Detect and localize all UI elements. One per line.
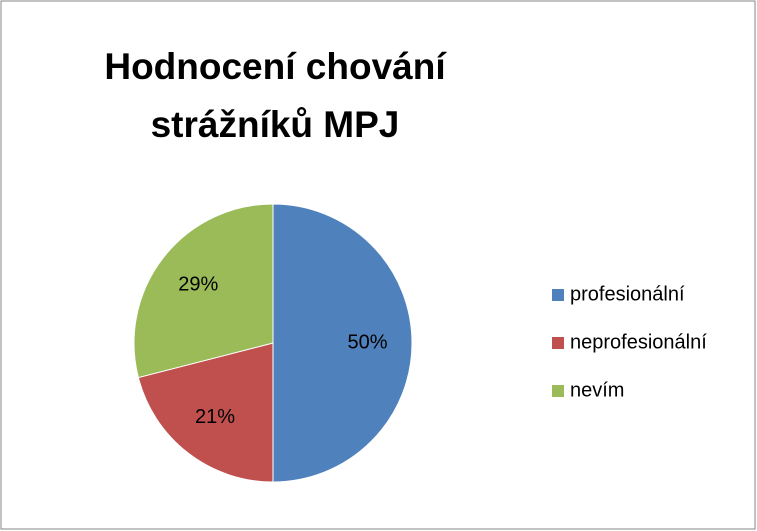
legend-swatch [552,337,564,349]
pie-slice [272,203,413,483]
chart-title: Hodnocení chování strážníků MPJ [104,46,446,145]
legend-swatch [552,289,564,301]
data-label: 50% [348,331,388,353]
data-label: 29% [178,273,218,295]
pie-slice [133,203,274,379]
data-label: 21% [195,406,235,428]
legend-swatch [552,385,564,397]
legend-label: profesionální [570,283,685,305]
legend-label: nevím [570,379,624,401]
pie-slice [137,342,274,483]
legend-label: neprofesionální [570,331,707,353]
